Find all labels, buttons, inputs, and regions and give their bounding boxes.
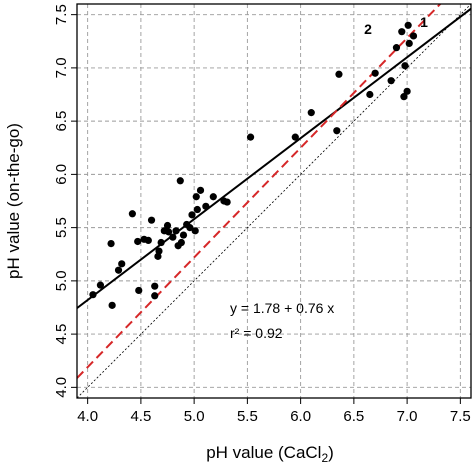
x-tick-label: 4.0: [77, 408, 98, 425]
data-point: [371, 69, 379, 77]
data-point: [114, 266, 123, 274]
data-point: [164, 228, 173, 236]
data-point: [188, 211, 196, 219]
data-point: [186, 224, 194, 232]
y-axis: 4.0 4.5 5.0 5.5 6.0 6.5 7.0 7.5: [53, 4, 77, 398]
x-tick-label: 7.5: [450, 408, 471, 425]
equation-annotation: y = 1.78 + 0.76 x: [230, 300, 334, 316]
x-tick-label: 5.5: [237, 408, 258, 425]
line-label-2: 2: [364, 21, 372, 37]
x-tick-label: 7.0: [397, 408, 418, 425]
data-point: [400, 93, 408, 101]
data-point: [179, 231, 188, 239]
data-point: [202, 202, 210, 210]
data-point: [155, 247, 163, 255]
data-point: [335, 70, 343, 78]
y-tick-label: 5.5: [53, 217, 70, 238]
grid: [77, 4, 471, 398]
data-point: [409, 32, 418, 40]
y-tick-label: 4.0: [53, 377, 70, 398]
regression-line-1: [77, 7, 471, 309]
data-point: [89, 291, 97, 299]
data-point: [404, 21, 412, 29]
data-point: [134, 237, 142, 246]
x-axis-title: pH value (CaCl2): [206, 443, 334, 465]
data-point: [193, 205, 201, 214]
data-point: [163, 221, 172, 230]
data-point: [333, 127, 341, 135]
data-point: [405, 39, 413, 48]
data-points: [89, 21, 418, 309]
data-point: [401, 62, 409, 70]
data-point: [172, 227, 180, 235]
data-point: [96, 281, 105, 289]
data-point: [107, 239, 115, 248]
data-point: [177, 238, 185, 247]
data-point: [192, 193, 200, 201]
data-point: [128, 210, 136, 218]
y-tick-label: 5.0: [53, 270, 70, 291]
data-point: [147, 216, 156, 224]
reference-line-2: [77, 4, 442, 379]
x-tick-label: 5.0: [184, 408, 205, 425]
data-point: [154, 252, 162, 260]
data-point: [118, 260, 126, 268]
data-point: [108, 301, 116, 309]
data-point: [144, 236, 152, 244]
y-tick-label: 7.5: [53, 4, 70, 25]
y-tick-label: 7.0: [53, 57, 70, 78]
y-tick-label: 4.5: [53, 324, 70, 345]
regression-lines: [77, 4, 471, 398]
plot-frame: [76, 3, 472, 399]
data-point: [392, 44, 401, 52]
x-tick-label: 6.0: [290, 408, 311, 425]
r2-annotation: r² = 0.92: [230, 325, 283, 341]
x-axis-title-close: ): [328, 443, 334, 462]
data-point: [398, 28, 406, 36]
data-point: [291, 133, 299, 141]
data-point: [151, 292, 159, 300]
one-to-one-line: [77, 4, 471, 398]
y-tick-label: 6.0: [53, 164, 70, 185]
data-point: [307, 109, 315, 117]
y-axis-title: pH value (on-the-go): [4, 123, 23, 279]
data-point: [196, 186, 205, 194]
data-point: [151, 282, 159, 290]
data-point: [366, 90, 374, 99]
x-axis-title-main: pH value (CaCl: [206, 443, 321, 462]
y-tick-label: 6.5: [53, 111, 70, 132]
data-point: [135, 286, 143, 295]
data-point: [191, 227, 199, 235]
data-point: [403, 87, 411, 95]
data-point: [157, 238, 165, 247]
x-axis: 4.0 4.5 5.0 5.5 6.0 6.5 7.0 7.5: [77, 398, 471, 425]
line-label-1: 1: [420, 14, 428, 30]
x-tick-label: 4.5: [130, 408, 151, 425]
data-point: [209, 193, 217, 201]
data-point: [176, 177, 184, 185]
data-point: [246, 133, 255, 141]
data-point: [387, 77, 395, 85]
data-point: [223, 198, 231, 206]
data-point: [169, 233, 177, 241]
x-axis-title-sub: 2: [321, 451, 328, 465]
x-tick-label: 6.5: [343, 408, 364, 425]
